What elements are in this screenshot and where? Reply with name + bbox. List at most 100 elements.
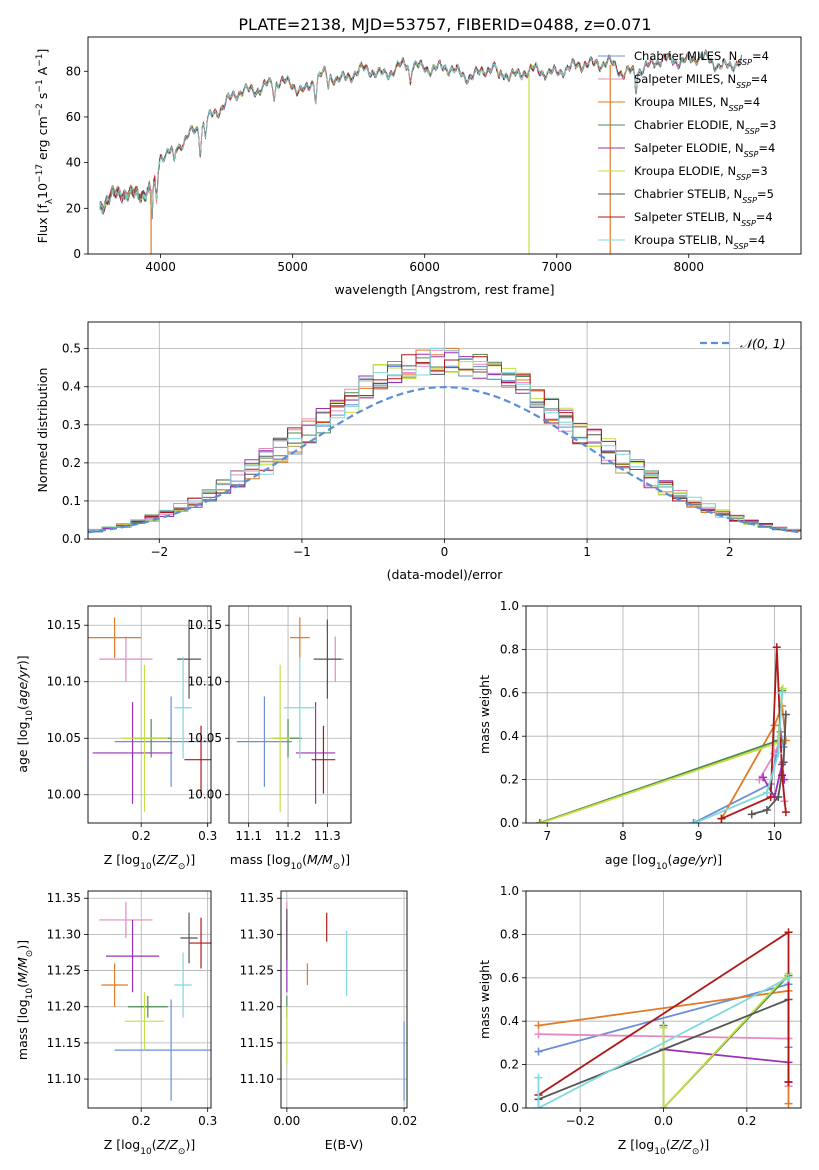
legend-model: Chabrier STELIB, N <box>634 187 742 201</box>
y-tick-label: 10.10 <box>47 675 81 689</box>
label-part: ⊙ <box>178 862 186 872</box>
legend-subscript: SSP <box>737 58 752 67</box>
label-part: )] <box>15 655 30 665</box>
legend-subscript: SSP <box>736 81 751 90</box>
y-tick-label: 40 <box>66 156 81 170</box>
y-tick-label: 0.6 <box>500 686 519 700</box>
legend-nssp: =4 <box>748 233 765 247</box>
label-part: Z/Z <box>670 1137 693 1152</box>
x-tick-label: −2 <box>150 545 168 559</box>
x-tick-label: 10 <box>767 829 782 843</box>
legend-model: Kroupa ELODIE, N <box>634 164 736 178</box>
label-part: ( <box>302 852 307 867</box>
x-tick-label: 6000 <box>409 260 440 274</box>
legend-subscript: SSP <box>729 104 744 113</box>
label-part: ⊙ <box>178 1147 186 1157</box>
legend-label-kroupa-elodie: Kroupa ELODIE, NSSP=3 <box>634 164 768 182</box>
label-part: Z [log <box>618 1137 654 1152</box>
label-part: −1 <box>35 54 45 67</box>
weight-line-kroupa-elodie <box>662 972 790 1108</box>
y-tick-label: 10.00 <box>47 788 81 802</box>
x-tick-label: 0.02 <box>391 1114 418 1128</box>
legend-nssp: =4 <box>751 72 768 86</box>
weight-marker-kroupa-elodie <box>659 1104 668 1108</box>
weight-line-kroupa-stelib <box>537 977 789 1108</box>
weight_vs_Z-panel: −0.2 0.0 0.2 0.0 0.2 0.4 0.6 0.8 1.0 mass weight Z… <box>477 884 802 1157</box>
weight-line-chabrier-elodie <box>539 690 783 823</box>
x-tick-label: 9 <box>695 829 703 843</box>
x-axis-label: Z [log10(Z/Z⊙)] <box>618 1137 709 1157</box>
weight-marker-kroupa-stelib <box>534 1073 543 1082</box>
label-part: age/yr <box>672 852 713 867</box>
legend-subscript: SSP <box>741 219 756 228</box>
weight-marker-kroupa-miles <box>781 736 790 745</box>
x-tick-label: 1 <box>583 545 591 559</box>
legend-model: Salpeter MILES, N <box>634 72 736 86</box>
x-tick-label: 0.0 <box>654 1114 673 1128</box>
x-tick-label: 0.00 <box>274 1114 301 1128</box>
x-tick-label: 0.2 <box>132 1114 151 1128</box>
y-tick-label: 0.1 <box>62 494 81 508</box>
y-tick-label: 1.0 <box>500 599 519 613</box>
label-part: 10 <box>654 1147 666 1157</box>
legend-label-chabrier-stelib: Chabrier STELIB, NSSP=5 <box>634 187 774 205</box>
x-tick-label: 11.3 <box>314 829 341 843</box>
weight-marker-kroupa-stelib <box>762 788 771 797</box>
weight-marker-salpeter-elodie <box>759 773 768 782</box>
y-tick-label: 0.5 <box>62 342 81 356</box>
label-part: ( <box>15 705 30 710</box>
y-tick-label: 10.10 <box>188 675 222 689</box>
weight-marker-chabrier-miles <box>534 1047 543 1056</box>
label-part: )] <box>712 852 722 867</box>
y-tick-label: 11.10 <box>240 1072 274 1086</box>
legend-label-salpeter-miles: Salpeter MILES, NSSP=4 <box>634 72 768 90</box>
y-tick-label: 10.05 <box>188 731 222 745</box>
weight-marker-chabrier-stelib <box>774 792 783 801</box>
x-axis-label: (data-model)/error <box>387 567 504 582</box>
label-part: ] <box>35 49 50 54</box>
label-part: age/yr <box>15 664 30 705</box>
weight-marker-salpeter-stelib <box>784 928 793 937</box>
legend-nssp: =4 <box>752 49 769 63</box>
y-tick-label: 0.4 <box>500 729 519 743</box>
axes-frame <box>87 36 802 255</box>
weight-marker-chabrier-stelib <box>762 805 771 814</box>
x-tick-label: −0.2 <box>566 1114 595 1128</box>
residuals-panel: −2 −1 0 1 2 0.0 0.1 0.2 0.3 0.4 0.5 𝒩(0, 1) (data-mo… <box>35 321 802 582</box>
weight-marker-kroupa-stelib <box>774 749 783 758</box>
x-tick-label: 7 <box>543 829 551 843</box>
y-tick-label: 11.15 <box>47 1036 81 1050</box>
y-tick-label: 11.35 <box>240 891 274 905</box>
label-part: ( <box>152 1137 157 1152</box>
y-tick-label: 0.6 <box>500 971 519 985</box>
legend-model: Chabrier MILES, N <box>634 49 737 63</box>
panels-group: 4000 5000 6000 7000 8000020406080wavelength … <box>15 36 802 1157</box>
legend-model: Kroupa MILES, N <box>634 95 729 109</box>
weight-marker-salpeter-stelib <box>778 771 787 780</box>
weight-line-salpeter-elodie <box>663 1048 790 1082</box>
mass_vs_ebv-panel: 0.00 0.02 11.10 11.15 11.20 11.25 11.30 11.35 E(… <box>240 890 418 1152</box>
y-tick-label: 10.15 <box>47 618 81 632</box>
legend-label-gaussian: 𝒩(0, 1) <box>740 336 786 351</box>
errorbar-points <box>99 901 211 1101</box>
x-tick-label: 11.1 <box>235 829 262 843</box>
label-part: 10 <box>140 1147 152 1157</box>
label-part: 10 <box>140 862 152 872</box>
weight-marker-kroupa-elodie <box>778 684 787 693</box>
label-part: 10 <box>291 862 303 872</box>
x-axis-label: wavelength [Angstrom, rest frame] <box>334 282 554 297</box>
label-part: ( <box>667 852 672 867</box>
axes-frame <box>525 890 802 1109</box>
y-tick-label: 0.4 <box>62 380 81 394</box>
label-part: 10 <box>25 988 35 1000</box>
label-part: M/M <box>15 957 30 983</box>
weight-marker-kroupa-stelib <box>534 1104 543 1108</box>
label-part: ( <box>152 852 157 867</box>
x-tick-label: 8 <box>619 829 627 843</box>
gaussian-curve <box>88 385 801 534</box>
label-part: ( <box>666 1137 671 1152</box>
label-part: Z/Z <box>156 852 179 867</box>
weight-line-chabrier-miles <box>692 731 785 823</box>
